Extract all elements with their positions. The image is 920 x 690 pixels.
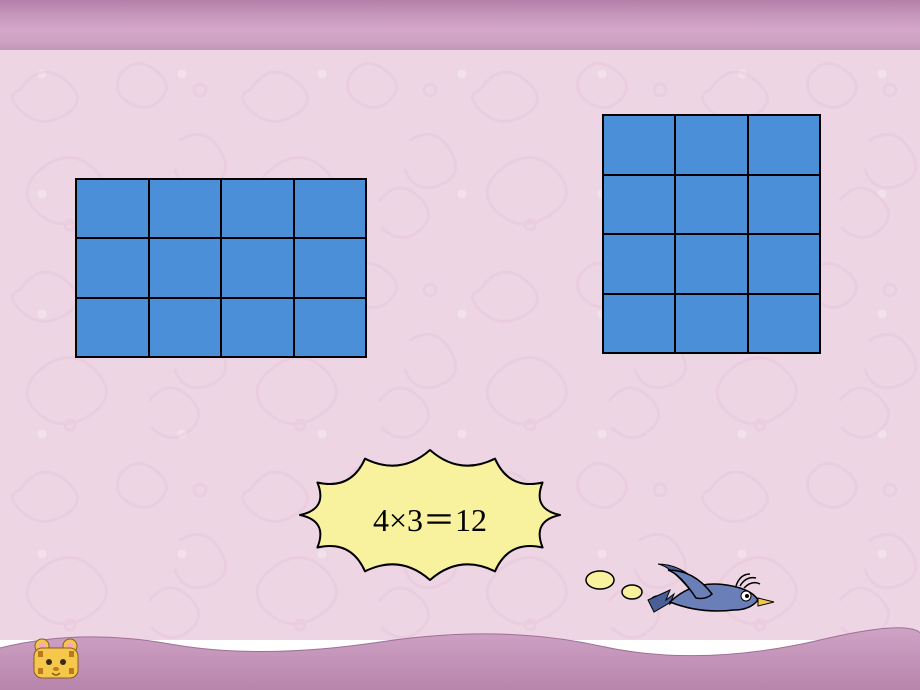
grid-cell (149, 238, 222, 297)
equation-text: 4×3＝12 (280, 495, 580, 541)
grid-cell (675, 294, 747, 354)
grid-cell (294, 179, 367, 238)
grid-cell (221, 298, 294, 357)
thought-bubble: 4×3＝12 (280, 430, 700, 660)
grid-4x3 (75, 178, 367, 358)
slide-stage: 4×3＝12 (0, 0, 920, 690)
grid-cell (603, 175, 675, 235)
grid-cell (76, 298, 149, 357)
bird-icon (640, 560, 780, 630)
grid-cell (748, 175, 820, 235)
grid-cell (294, 298, 367, 357)
grid-cell (675, 115, 747, 175)
grid-cell (748, 234, 820, 294)
grid-cell (221, 238, 294, 297)
grid-cell (748, 115, 820, 175)
grid-cell (294, 238, 367, 297)
grid-cell (76, 179, 149, 238)
grid-cell (149, 298, 222, 357)
grid-cell (675, 234, 747, 294)
grid-cell (748, 294, 820, 354)
grid-cell (76, 238, 149, 297)
grid-3x4 (602, 114, 821, 354)
grid-cell (603, 115, 675, 175)
grid-cell (603, 234, 675, 294)
tiger-icon (32, 638, 80, 680)
grid-cell (149, 179, 222, 238)
grid-cell (603, 294, 675, 354)
top-gradient-bar (0, 0, 920, 50)
thought-bubble-cloud (280, 430, 730, 680)
grid-cell (675, 175, 747, 235)
grid-cell (221, 179, 294, 238)
